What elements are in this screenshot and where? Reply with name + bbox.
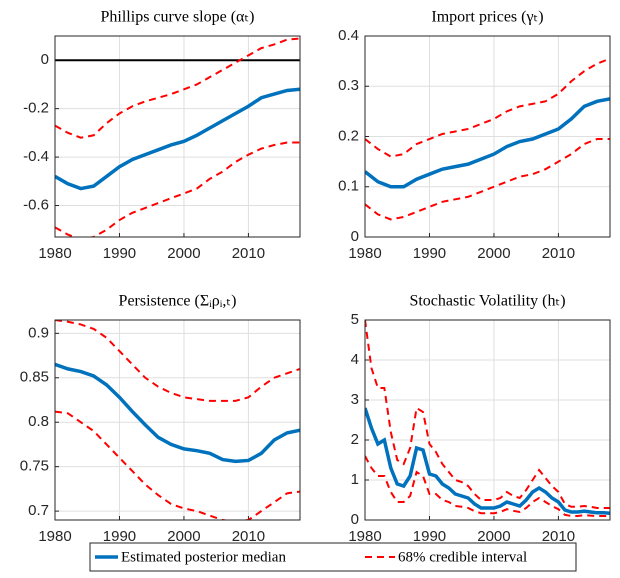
x-tick-label: 1980: [38, 245, 71, 262]
median-line: [55, 87, 300, 191]
x-tick-label: 1980: [38, 528, 71, 545]
axes-box: [364, 35, 611, 238]
interval-line: [55, 410, 300, 520]
plot-area: [365, 57, 610, 221]
x-tick-label: 2010: [232, 528, 265, 545]
median-line: [55, 362, 300, 464]
legend: Estimated posterior median 68% credible i…: [89, 542, 577, 572]
y-tick-label: -0.2: [23, 100, 49, 117]
x-tick-label: 1990: [413, 245, 446, 262]
y-tick-label: -0.4: [23, 148, 49, 165]
plot-area: [55, 320, 300, 520]
x-tick-label: 1990: [103, 528, 136, 545]
panel-title: Import prices (γₜ): [431, 9, 543, 26]
interval-line: [55, 320, 300, 402]
y-tick-label: -0.6: [23, 196, 49, 213]
axes-box: [364, 319, 611, 521]
y-tick-label: 0.85: [20, 369, 49, 386]
x-tick-label: 1980: [348, 245, 381, 262]
interval-line: [55, 37, 300, 139]
panel-title: Stochastic Volatility (hₜ): [409, 293, 565, 310]
y-tick-label: 1: [351, 471, 359, 488]
x-tick-label: 1990: [413, 528, 446, 545]
axes-box: [54, 35, 301, 238]
axes-box: [54, 319, 301, 521]
interval-line: [365, 455, 610, 518]
legend-label: 68% credible interval: [398, 549, 527, 565]
legend-label: Estimated posterior median: [121, 549, 286, 565]
y-tick-label: 3: [351, 391, 359, 408]
x-tick-label: 2010: [232, 245, 265, 262]
x-tick-label: 1980: [348, 528, 381, 545]
x-tick-label: 2000: [167, 528, 200, 545]
y-tick-label: 0.4: [338, 27, 359, 44]
y-tick-label: 2: [351, 431, 359, 448]
interval-line: [365, 320, 610, 509]
median-line: [365, 97, 610, 189]
y-tick-label: 0.1: [338, 178, 359, 195]
plot-area: [365, 320, 610, 518]
y-tick-label: 0.9: [28, 324, 49, 341]
y-tick-label: 0.2: [338, 127, 359, 144]
x-tick-label: 2010: [542, 245, 575, 262]
y-tick-label: 0: [351, 228, 359, 245]
interval-line: [365, 138, 610, 221]
y-tick-label: 0.7: [28, 502, 49, 519]
x-tick-label: 2010: [542, 528, 575, 545]
y-tick-label: 4: [351, 351, 359, 368]
panel-title: Phillips curve slope (αₜ): [101, 9, 255, 26]
x-tick-label: 2000: [477, 245, 510, 262]
plot-area: [55, 37, 300, 237]
interval-line: [365, 57, 610, 158]
x-tick-label: 2000: [477, 528, 510, 545]
interval-line: [55, 141, 300, 237]
y-tick-label: 5: [351, 311, 359, 328]
legend-box: [89, 542, 577, 572]
y-tick-label: 0.3: [338, 77, 359, 94]
median-line: [365, 407, 610, 515]
y-tick-label: 0: [351, 511, 359, 528]
panel-title: Persistence (Σᵢρᵢ,ₜ): [119, 293, 237, 310]
y-tick-label: 0: [41, 51, 49, 68]
y-tick-label: 0.8: [28, 413, 49, 430]
x-tick-label: 2000: [167, 245, 200, 262]
y-tick-label: 0.75: [20, 458, 49, 475]
x-tick-label: 1990: [103, 245, 136, 262]
